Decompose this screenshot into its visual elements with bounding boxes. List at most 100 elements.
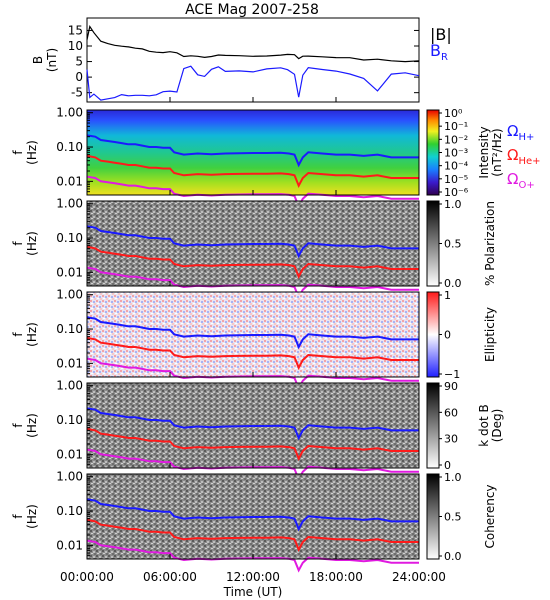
- intensity-colorbar-tick-label: 10⁻⁴: [444, 160, 469, 173]
- intensity-colorbar-unit: (nT²/Hz): [490, 128, 504, 176]
- legend-h-plus-subscript: H+: [518, 132, 534, 143]
- polarization-panel: 1.00 0.10 0.01 f (Hz) 1.0 0.5 0.0 % Polarization: [11, 197, 497, 300]
- kdotb-ytick-label: 0.01: [56, 447, 83, 461]
- h-plus-line: [86, 316, 419, 350]
- b-field-ytick-label: 15: [68, 23, 83, 37]
- coherency-ytick-label: 1.00: [56, 470, 83, 484]
- h-plus-line: [86, 225, 419, 259]
- chart-title: ACE Mag 2007-258: [185, 2, 319, 18]
- legend-o-plus-subscript: O+: [518, 180, 534, 191]
- kdotb-colorbar-unit: (Deg): [490, 409, 504, 443]
- psd-panel: 1.00 0.10 0.01 f (Hz) 10⁰10⁻¹10⁻²10⁻³10⁻⁴10⁻⁵…: [11, 106, 541, 209]
- ellipticity-ylabel: f: [11, 332, 25, 337]
- spectral-panels: 1.000.100.01f (Hz)10⁰10⁻¹10⁻²10⁻³10⁻⁴10⁻⁵…: [11, 106, 541, 573]
- coherency-colorbar-tick-label: 0.5: [444, 511, 462, 524]
- psd-ytick-label: 0.01: [56, 174, 83, 188]
- btotal-line: [86, 24, 420, 63]
- he-plus-line: [86, 336, 419, 370]
- x-tick-label: 12:00:00: [226, 570, 280, 584]
- polarization-colorbar-tick-label: 0.0: [444, 277, 462, 290]
- b-field-ytick-label: 10: [68, 39, 83, 53]
- coherency-ytick-label: 0.01: [56, 538, 83, 552]
- coherency-colorbar-label: Coherency: [483, 484, 497, 548]
- psd-yunit: (Hz): [25, 140, 39, 165]
- ellipticity-colorbar-tick-label: 1: [444, 289, 451, 302]
- psd-ylabel: f: [11, 150, 25, 155]
- ellipticity-ytick-label: 1.00: [56, 288, 83, 302]
- b-field-ytick-label: 5: [75, 55, 83, 69]
- coherency-colorbar: [426, 473, 440, 560]
- ellipticity-panel: 1.00 0.10 0.01 f (Hz) 1 0 −1 Ellipticity: [11, 288, 497, 391]
- coherency-ylabel: f: [11, 514, 25, 519]
- intensity-colorbar-tick-label: 10⁰: [444, 107, 463, 120]
- intensity-colorbar-tick-label: 10⁻²: [444, 133, 468, 146]
- polarization-colorbar-tick-label: 1.0: [444, 198, 462, 211]
- x-tick-label: 00:00:00: [60, 570, 114, 584]
- kdotb-colorbar: [426, 382, 440, 469]
- legend-h-plus: ΩH+: [507, 122, 534, 143]
- ellipticity-colorbar-tick-label: −1: [444, 368, 460, 381]
- psd-ytick-label: 0.10: [56, 140, 83, 154]
- b-field-panel: 15 10 50 -5 B (nT) |B| BR: [31, 17, 452, 103]
- legend-o-plus: ΩO+: [507, 170, 535, 191]
- ellipticity-colorbar-label: Ellipticity: [483, 307, 497, 362]
- legend-he-plus: ΩHe+: [507, 146, 541, 167]
- kdotb-colorbar-tick-label: 30: [444, 433, 458, 446]
- polarization-colorbar: [426, 200, 440, 287]
- polarization-ytick-label: 0.10: [56, 231, 83, 245]
- h-plus-line: [86, 134, 419, 168]
- coherency-yunit: (Hz): [25, 504, 39, 529]
- ellipticity-ytick-label: 0.01: [56, 356, 83, 370]
- x-axis-label: Time (UT): [223, 585, 283, 599]
- b-field-ylabel: B: [31, 56, 45, 64]
- b-field-series: [86, 24, 420, 101]
- kdotb-yunit: (Hz): [25, 413, 39, 438]
- x-tick-label: 24:00:00: [392, 570, 446, 584]
- h-plus-line: [86, 407, 419, 441]
- x-tick-label: 18:00:00: [309, 570, 363, 584]
- legend-o-plus-symbol: Ω: [507, 170, 518, 188]
- kdotb-colorbar-tick-label: 0: [444, 459, 451, 472]
- ellipticity-colorbar: [426, 291, 440, 378]
- ellipticity-colorbar-tick-label: 0: [444, 329, 451, 342]
- intensity-colorbar-tick-label: 10⁻¹: [444, 120, 468, 133]
- legend-he-plus-symbol: Ω: [507, 146, 518, 164]
- ellipticity-yunit: (Hz): [25, 322, 39, 347]
- polarization-colorbar-label: % Polarization: [483, 201, 497, 286]
- polarization-colorbar-tick-label: 0.5: [444, 238, 462, 251]
- legend-h-plus-symbol: Ω: [507, 122, 518, 140]
- he-plus-line: [86, 427, 419, 461]
- polarization-yunit: (Hz): [25, 231, 39, 256]
- psd-ytick-label: 1.00: [56, 106, 83, 120]
- legend-br-subscript: R: [441, 52, 448, 63]
- b-field-ytick-label: -5: [71, 86, 83, 100]
- kdotb-panel: 1.00 0.10 0.01 f (Hz) 90 60 30 0 k dot B (Deg): [11, 379, 504, 482]
- polarization-ytick-label: 0.01: [56, 265, 83, 279]
- kdotb-colorbar-tick-label: 60: [444, 406, 458, 419]
- intensity-colorbar-tick-label: 10⁻⁵: [444, 173, 468, 186]
- polarization-ytick-label: 1.00: [56, 197, 83, 211]
- intensity-colorbar-label: Intensity: [477, 126, 491, 178]
- intensity-colorbar: [426, 109, 440, 196]
- intensity-colorbar-tick-label: 10⁻³: [444, 147, 468, 160]
- polarization-ylabel: f: [11, 241, 25, 246]
- time-axis: 00:00:00 06:00:00 12:00:00 18:00:00 24:00:00: [60, 97, 446, 584]
- coherency-panel: 1.00 0.10 0.01 f (Hz) 1.0 0.5 0.0 Coherency: [11, 470, 497, 573]
- legend-he-plus-subscript: He+: [518, 156, 540, 167]
- kdotb-colorbar-tick-label: 90: [444, 380, 458, 393]
- coherency-colorbar-tick-label: 1.0: [444, 471, 462, 484]
- kdotb-ytick-label: 0.10: [56, 413, 83, 427]
- b-field-ytick-label: 0: [75, 70, 83, 84]
- he-plus-line: [86, 518, 419, 552]
- coherency-colorbar-tick-label: 0.0: [444, 550, 462, 563]
- legend-btotal: |B|: [430, 25, 452, 44]
- x-tick-label: 06:00:00: [143, 570, 197, 584]
- kdotb-ylabel: f: [11, 423, 25, 428]
- b-field-yunit: (nT): [45, 48, 59, 72]
- coherency-ytick-label: 0.10: [56, 504, 83, 518]
- intensity-colorbar-tick-label: 10⁻⁶: [444, 186, 469, 199]
- kdotb-colorbar-label: k dot B: [477, 404, 491, 446]
- br-line: [86, 65, 420, 101]
- kdotb-ytick-label: 1.00: [56, 379, 83, 393]
